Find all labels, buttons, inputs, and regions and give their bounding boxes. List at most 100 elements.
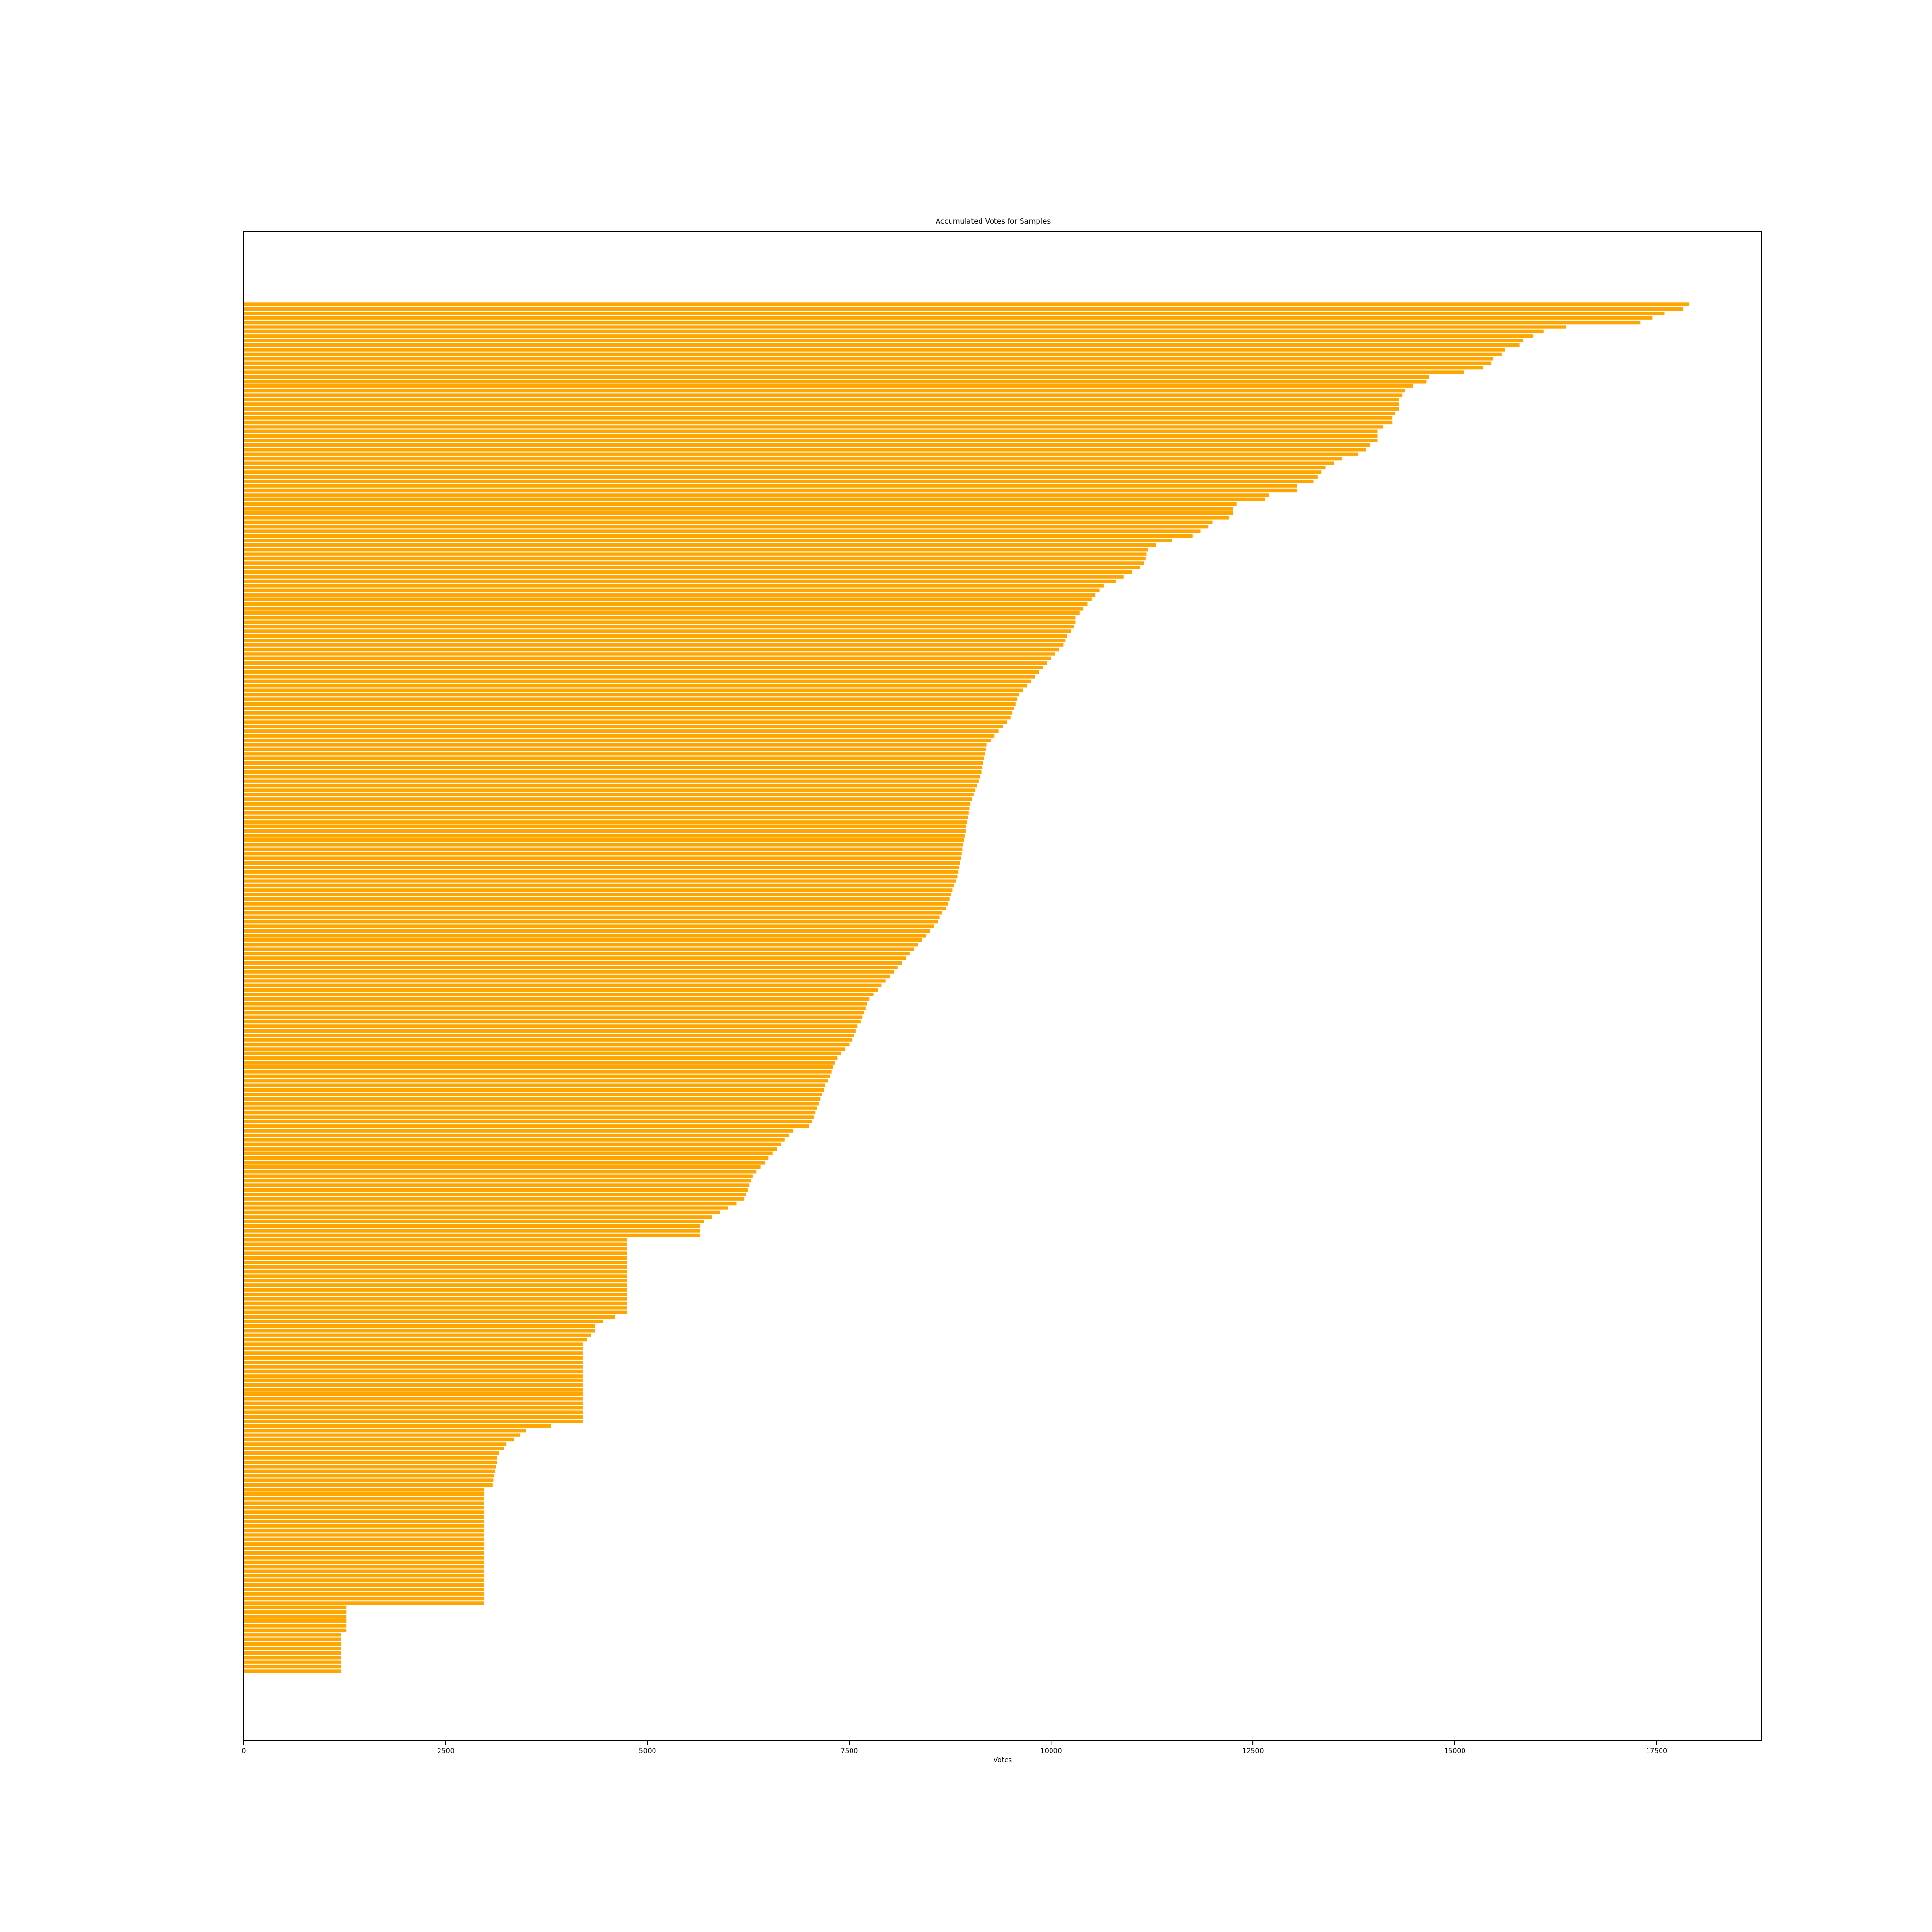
bar <box>244 1283 627 1287</box>
bar <box>244 493 1269 497</box>
bar <box>244 897 950 901</box>
bar <box>244 1669 341 1673</box>
bar <box>244 575 1124 579</box>
bar <box>244 602 1088 606</box>
bar <box>244 843 964 847</box>
bar <box>244 1242 627 1246</box>
bar <box>244 1596 485 1601</box>
bar <box>244 866 959 869</box>
bar <box>244 1333 591 1337</box>
bar <box>244 1656 341 1660</box>
bar <box>244 1074 830 1079</box>
bar <box>244 384 1413 388</box>
bar <box>244 434 1378 438</box>
bar <box>244 1174 753 1178</box>
bar <box>244 443 1370 447</box>
bar <box>244 802 971 806</box>
bar <box>244 507 1233 511</box>
bar <box>244 724 1003 729</box>
bar <box>244 902 948 906</box>
bar <box>244 480 1314 483</box>
bar <box>244 720 1007 724</box>
bar <box>244 679 1031 683</box>
bar <box>244 1288 627 1292</box>
bar <box>244 943 918 947</box>
bar <box>244 1547 485 1550</box>
bar <box>244 1664 341 1669</box>
bar <box>244 448 1366 452</box>
x-tick-label: 10000 <box>1040 1747 1062 1755</box>
bar <box>244 607 1084 611</box>
x-axis: 0 2500 5000 7500 10000 12500 15000 17500 <box>242 1741 1667 1755</box>
bar <box>244 1465 496 1469</box>
bar <box>244 788 976 792</box>
bar <box>244 1002 867 1006</box>
bar <box>244 334 1534 338</box>
bar <box>244 1456 497 1460</box>
bar <box>244 588 1100 592</box>
bar <box>244 983 882 987</box>
x-tick-label: 12500 <box>1242 1747 1264 1755</box>
bar <box>244 639 1066 642</box>
bar <box>244 966 898 969</box>
bar <box>244 325 1566 329</box>
bar <box>244 597 1092 601</box>
bar <box>244 339 1523 342</box>
bar <box>244 1365 583 1369</box>
bar <box>244 1429 526 1433</box>
bar <box>244 747 986 752</box>
x-tick-label: 7500 <box>841 1747 858 1755</box>
bar <box>244 988 878 992</box>
bar <box>244 1337 587 1342</box>
bar <box>244 979 886 983</box>
bar <box>244 1469 495 1473</box>
bar <box>244 411 1395 415</box>
bar <box>244 534 1193 538</box>
bar <box>244 734 995 738</box>
bar <box>244 1578 485 1582</box>
bar <box>244 970 894 974</box>
bar <box>244 666 1043 669</box>
bar <box>244 1424 551 1428</box>
bar <box>244 779 979 783</box>
bar <box>244 1537 485 1542</box>
bar <box>244 1660 341 1664</box>
bar <box>244 1210 721 1215</box>
bar <box>244 1156 769 1160</box>
bar <box>244 684 1027 688</box>
bar <box>244 1065 834 1069</box>
bar <box>244 1310 627 1314</box>
bar <box>244 647 1059 652</box>
bar <box>244 1206 728 1210</box>
bar <box>244 1633 341 1637</box>
bar <box>244 1451 499 1455</box>
bar <box>244 952 910 956</box>
bar <box>244 543 1156 547</box>
bar <box>244 1324 596 1328</box>
bar <box>244 1061 835 1065</box>
bar <box>244 611 1080 615</box>
bar <box>244 1315 615 1319</box>
bar <box>244 1093 822 1096</box>
bar <box>244 811 969 815</box>
bar <box>244 1265 627 1269</box>
bar <box>244 1042 850 1047</box>
bar <box>244 852 962 856</box>
bar <box>244 343 1520 347</box>
bar <box>244 1478 494 1482</box>
bar <box>244 743 987 747</box>
bar <box>244 834 965 838</box>
bar <box>244 1369 583 1374</box>
bar <box>244 1215 712 1219</box>
bar <box>244 1047 846 1051</box>
bar <box>244 470 1322 474</box>
bar <box>244 752 985 756</box>
bars-group <box>244 302 1689 1673</box>
bar <box>244 1201 737 1206</box>
bar <box>244 375 1429 379</box>
bar <box>244 625 1074 629</box>
bar <box>244 1574 485 1578</box>
bar <box>244 616 1076 620</box>
x-tick-label: 15000 <box>1444 1747 1466 1755</box>
bar <box>244 416 1393 420</box>
